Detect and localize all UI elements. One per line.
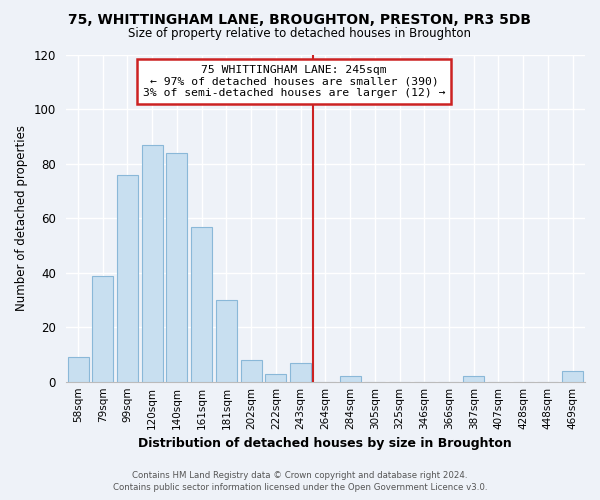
Bar bbox=[68, 357, 89, 382]
Bar bbox=[463, 376, 484, 382]
Bar bbox=[191, 226, 212, 382]
Bar bbox=[117, 175, 138, 382]
Y-axis label: Number of detached properties: Number of detached properties bbox=[15, 126, 28, 312]
Text: 75 WHITTINGHAM LANE: 245sqm
← 97% of detached houses are smaller (390)
3% of sem: 75 WHITTINGHAM LANE: 245sqm ← 97% of det… bbox=[143, 65, 445, 98]
Bar bbox=[216, 300, 237, 382]
Bar bbox=[290, 362, 311, 382]
X-axis label: Distribution of detached houses by size in Broughton: Distribution of detached houses by size … bbox=[139, 437, 512, 450]
Text: 75, WHITTINGHAM LANE, BROUGHTON, PRESTON, PR3 5DB: 75, WHITTINGHAM LANE, BROUGHTON, PRESTON… bbox=[68, 12, 532, 26]
Text: Contains HM Land Registry data © Crown copyright and database right 2024.
Contai: Contains HM Land Registry data © Crown c… bbox=[113, 471, 487, 492]
Bar bbox=[340, 376, 361, 382]
Bar bbox=[265, 374, 286, 382]
Bar bbox=[562, 371, 583, 382]
Text: Size of property relative to detached houses in Broughton: Size of property relative to detached ho… bbox=[128, 28, 472, 40]
Bar bbox=[241, 360, 262, 382]
Bar bbox=[142, 145, 163, 382]
Bar bbox=[166, 153, 187, 382]
Bar bbox=[92, 276, 113, 382]
